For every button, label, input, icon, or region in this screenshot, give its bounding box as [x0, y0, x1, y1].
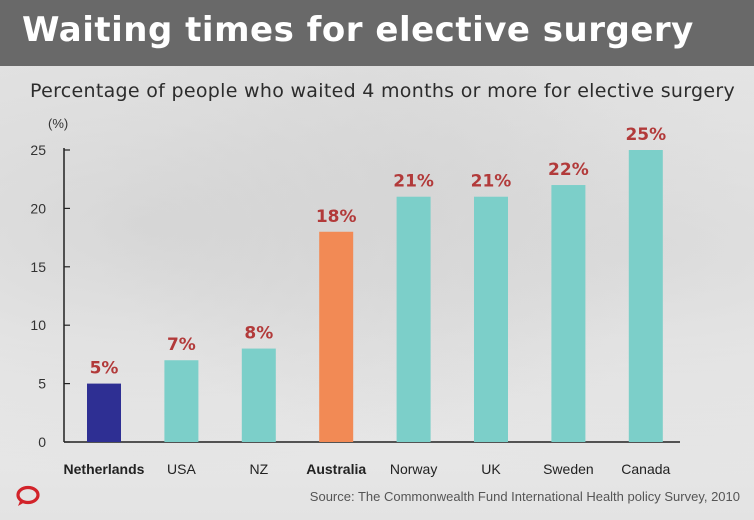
title-banner: Waiting times for elective surgery [0, 0, 754, 66]
source-note: Source: The Commonwealth Fund Internatio… [309, 489, 740, 504]
bar-norway [396, 196, 431, 442]
data-label: 5% [90, 359, 119, 379]
y-tick-label: 10 [30, 317, 46, 333]
x-tick-label: Canada [621, 461, 670, 477]
y-tick-label: 0 [38, 434, 46, 450]
x-tick-label: USA [167, 461, 196, 477]
bar-usa [164, 360, 199, 442]
y-tick-label: 20 [30, 200, 46, 216]
bar-nz [241, 348, 276, 442]
data-label: 25% [625, 125, 666, 145]
x-tick-label: Sweden [543, 461, 594, 477]
bars [87, 150, 663, 443]
x-tick-label: Netherlands [64, 461, 145, 477]
background-photo [0, 66, 754, 520]
data-label: 21% [393, 172, 434, 192]
value-labels: 5% 7% 8% 18% 21% 21% 22% 25% [90, 125, 667, 379]
data-label: 21% [471, 172, 512, 192]
bar-netherlands [87, 383, 121, 442]
x-tick-label: Norway [390, 461, 437, 477]
bar-uk [474, 196, 508, 442]
publisher-logo-icon [16, 485, 40, 506]
data-label: 22% [548, 160, 589, 180]
x-tick-label: NZ [249, 461, 268, 477]
x-tick-label: UK [481, 461, 501, 477]
data-label: 18% [316, 207, 357, 227]
bar-australia [319, 231, 354, 442]
bar-canada [628, 150, 663, 442]
data-label: 7% [167, 335, 196, 355]
y-tick-label: 15 [30, 259, 46, 275]
chart-title: Percentage of people who waited 4 months… [30, 80, 736, 102]
y-axis-unit-label: (%) [48, 116, 69, 131]
y-tick-label: 25 [30, 142, 46, 158]
page-title: Waiting times for elective surgery [22, 10, 694, 50]
bar-sweden [551, 185, 586, 443]
data-label: 8% [244, 324, 273, 344]
y-tick-label: 5 [38, 376, 46, 392]
x-axis-labels: Netherlands USA NZ Australia Norway UK Sweden C… [64, 461, 671, 477]
x-tick-label: Australia [306, 461, 366, 477]
